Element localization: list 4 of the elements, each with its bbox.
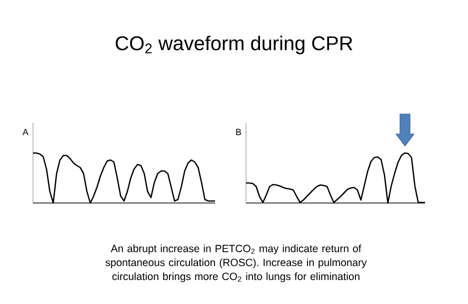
chart-subtitle: B [236, 128, 242, 136]
chart-subtitle: A [22, 128, 28, 136]
text: An abrupt increase in PETCO$_{2}$ may indicate return of spontaneous circulation (ROSC). Increase in pulmonary circulation brings more CO$_{2}$ into lungs for elimination [105, 244, 367, 282]
chart-title: CO$_{2}$ waveform during CPR [116, 36, 352, 54]
